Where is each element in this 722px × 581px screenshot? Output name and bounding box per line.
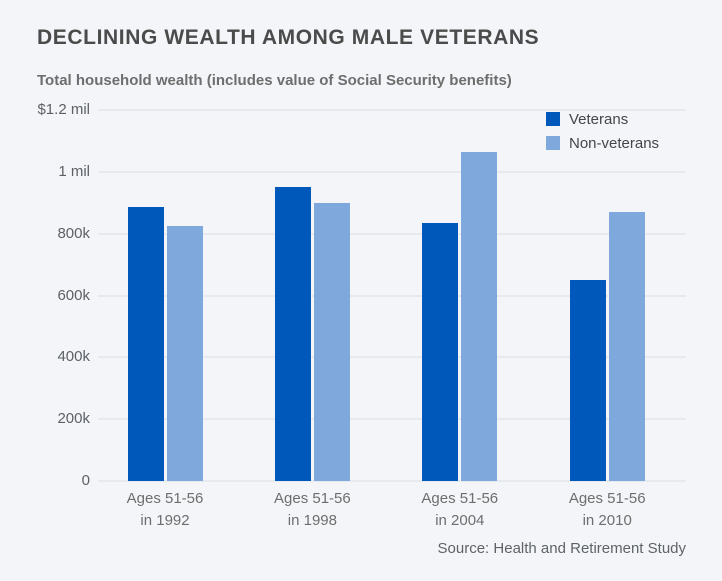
x-tick-line: Ages 51-56 (274, 490, 351, 507)
legend-swatch-veterans (546, 112, 560, 126)
x-tick-line: Ages 51-56 (126, 490, 204, 507)
bar-veterans-1992 (127, 207, 164, 481)
x-tick-2004: Ages 51-56 in 2004 (390, 488, 530, 532)
gridline-400k (98, 356, 686, 359)
legend-label-non-veterans: Non-veterans (569, 134, 660, 152)
bar-veterans-1998 (274, 187, 311, 481)
x-tick-line: in 2010 (582, 512, 632, 529)
bar-non-veterans-2010 (608, 212, 645, 481)
x-tick-line: in 1998 (287, 512, 337, 529)
gridline-800k (98, 232, 686, 235)
x-tick-2010: Ages 51-56 in 2010 (537, 488, 677, 532)
y-tick-800k: 800k (57, 224, 90, 242)
legend-label-veterans: Veterans (569, 110, 629, 128)
bar-veterans-2004 (422, 223, 459, 481)
gridline-200k (98, 418, 686, 421)
x-tick-line: in 2004 (435, 512, 485, 529)
y-tick-1-mil: 1 mil (58, 162, 90, 180)
gridline-0 (98, 480, 686, 482)
x-tick-line: Ages 51-56 (568, 490, 646, 507)
chart-subtitle: Total household wealth (includes value o… (37, 72, 512, 89)
x-tick-1998: Ages 51-56 in 1998 (242, 488, 382, 532)
y-tick-600k: 600k (57, 286, 90, 304)
legend-item-veterans: Veterans (546, 110, 659, 128)
y-tick-1-2-mil: $1.2 mil (37, 101, 90, 118)
bar-non-veterans-1998 (313, 203, 350, 481)
plot-area (98, 109, 686, 482)
gridline-1-mil (98, 170, 686, 173)
legend: Veterans Non-veterans (546, 110, 660, 160)
gridline-600k (98, 294, 686, 297)
y-tick-200k: 200k (57, 410, 90, 428)
y-tick-400k: 400k (57, 348, 90, 366)
bar-non-veterans-1992 (166, 226, 203, 481)
source-credit: Source: Health and Retirement Study (437, 540, 686, 557)
legend-item-non-veterans: Non-veterans (546, 134, 660, 152)
x-tick-1992: Ages 51-56 in 1992 (95, 488, 235, 532)
bar-veterans-2010 (569, 280, 606, 481)
legend-swatch-non-veterans (546, 136, 560, 150)
x-tick-line: in 1992 (140, 512, 190, 529)
y-tick-0: 0 (81, 472, 90, 489)
bar-non-veterans-2004 (461, 152, 498, 481)
x-tick-line: Ages 51-56 (421, 490, 499, 507)
page-title: DECLINING WEALTH AMONG MALE VETERANS (37, 26, 540, 49)
gridline-1-2-mil (98, 109, 686, 111)
